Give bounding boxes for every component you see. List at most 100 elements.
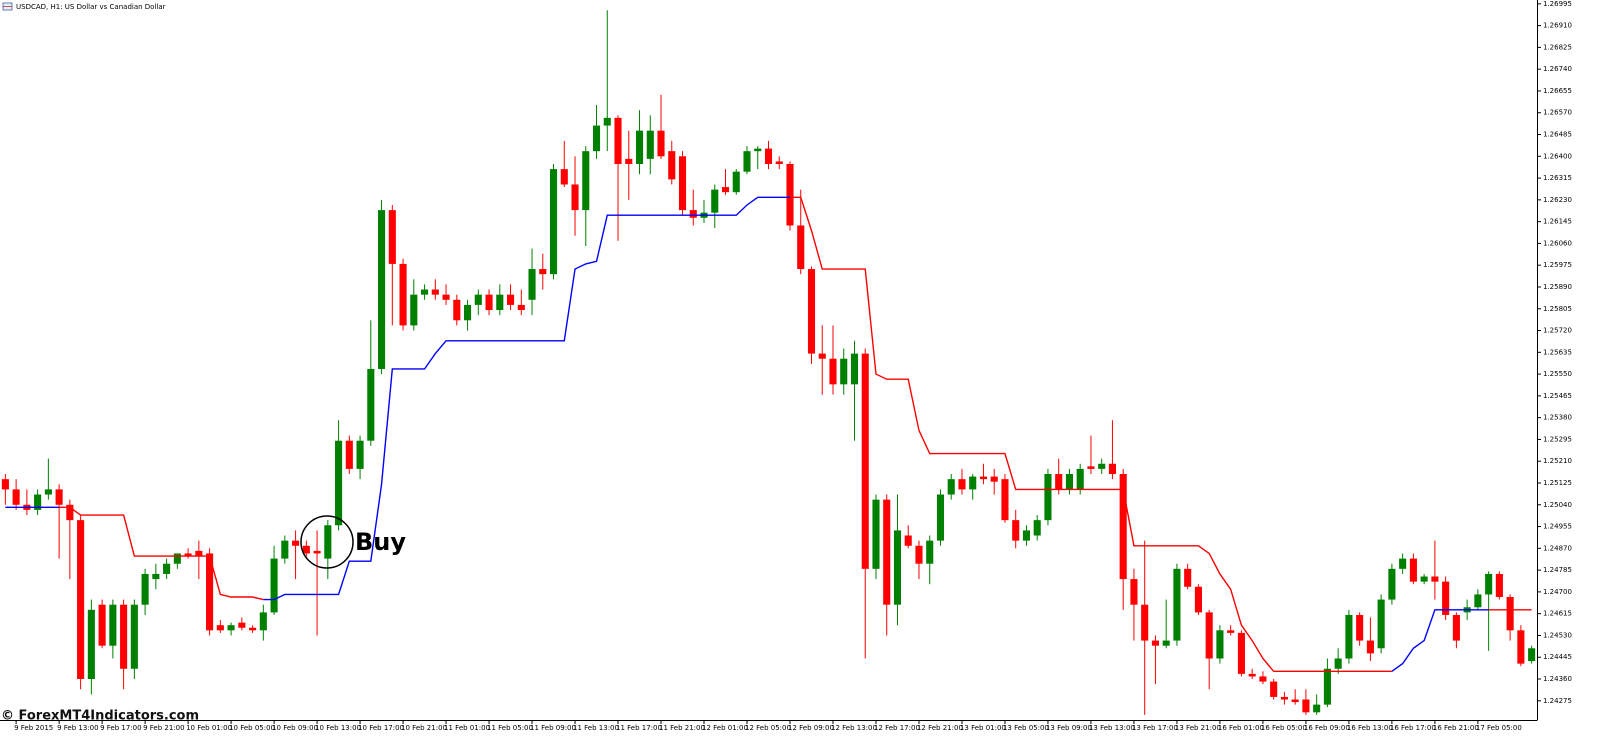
candle-body [1227, 630, 1235, 633]
candle-body [1345, 614, 1353, 659]
candle-body [506, 294, 515, 305]
candle-body [1216, 630, 1224, 659]
y-tick-label: 1.26825 [1543, 43, 1572, 51]
candle-body [893, 530, 902, 605]
x-tick-label: 12 Feb 01:00 [702, 724, 748, 732]
y-tick-label: 1.24275 [1543, 697, 1572, 705]
symbol-icon [2, 2, 13, 11]
candle-body [517, 304, 525, 311]
candle-body [55, 489, 63, 505]
x-tick-label: 13 Feb 05:00 [1003, 724, 1049, 732]
candle-body [840, 358, 848, 385]
x-tick-label: 10 Feb 05:00 [229, 724, 275, 732]
candle-body [1495, 573, 1503, 598]
candle-body [388, 210, 396, 264]
candle-body [807, 269, 816, 354]
candle-body [292, 540, 300, 546]
candle-body [1022, 530, 1031, 541]
y-tick-label: 1.25635 [1543, 348, 1572, 356]
y-tick-label: 1.25890 [1543, 283, 1572, 291]
candle-body [947, 479, 955, 495]
y-tick-label: 1.25125 [1543, 479, 1572, 487]
x-tick-label: 10 Feb 09:00 [272, 724, 318, 732]
candle-body [1431, 576, 1439, 582]
buy-circle [300, 515, 354, 569]
candle-body [34, 494, 42, 510]
y-tick-label: 1.26485 [1543, 131, 1572, 139]
candle-body [1366, 640, 1374, 654]
candle-body [141, 573, 149, 605]
candle-body [1194, 586, 1202, 613]
candle-body [1442, 581, 1450, 615]
candle-body [764, 148, 773, 164]
candle-body [1270, 681, 1278, 697]
candle-body [302, 545, 310, 554]
candle-body [464, 304, 472, 321]
y-tick-label: 1.24870 [1543, 544, 1572, 552]
watermark: © ForexMT4Indicators.com [1, 709, 199, 724]
candle-body [829, 358, 837, 385]
candle-body [582, 151, 590, 211]
candle-body [990, 476, 998, 482]
candle-body [689, 210, 697, 218]
candle-body [1162, 640, 1170, 646]
candle-body [979, 476, 988, 480]
candle-body [474, 294, 482, 305]
candle-body [797, 225, 805, 270]
x-tick-label: 12 Feb 17:00 [874, 724, 920, 732]
x-tick-label: 13 Feb 17:00 [1132, 724, 1178, 732]
candle-body [431, 289, 439, 295]
candle-body [603, 117, 611, 126]
candle-body [442, 294, 450, 300]
candle-body [754, 148, 762, 152]
candle-body [1098, 463, 1106, 469]
candle-body [1420, 576, 1428, 582]
candle-body [421, 289, 429, 295]
x-tick-label: 11 Feb 17:00 [616, 724, 662, 732]
x-tick-label: 12 Feb 21:00 [917, 724, 963, 732]
candle-body [485, 294, 493, 311]
candle-body [120, 604, 128, 669]
candle-body [249, 627, 257, 631]
candle-body [98, 604, 106, 646]
candle-body [1001, 479, 1009, 521]
candle-body [163, 563, 171, 574]
y-tick-label: 1.25380 [1543, 414, 1572, 422]
candle-body [12, 489, 20, 505]
y-tick-label: 1.25210 [1543, 457, 1572, 465]
candle-body [646, 130, 654, 159]
x-tick-label: 13 Feb 01:00 [960, 724, 1006, 732]
candle-body [109, 604, 117, 646]
candle-body [668, 151, 676, 180]
y-tick-label: 1.26740 [1543, 65, 1572, 73]
candle-body [1012, 520, 1020, 541]
x-tick-label: 13 Feb 09:00 [1046, 724, 1092, 732]
candle-body [1313, 704, 1321, 713]
candle-body [539, 269, 547, 275]
candle-body [1399, 558, 1407, 569]
candle-body [1409, 558, 1417, 582]
y-tick-label: 1.25975 [1543, 261, 1572, 269]
candle-body [1205, 612, 1213, 659]
candle-body [184, 553, 192, 557]
y-tick-label: 1.24360 [1543, 675, 1572, 683]
candle-body [44, 489, 52, 495]
candle-body [743, 151, 751, 172]
candle-body [1291, 699, 1299, 703]
candle-body [1259, 676, 1267, 682]
indicator-line [789, 196, 1392, 673]
x-tick-label: 11 Feb 21:00 [659, 724, 705, 732]
candle-body [926, 540, 934, 564]
x-tick-label: 16 Feb 01:00 [1218, 724, 1264, 732]
y-tick-label: 1.25550 [1543, 370, 1572, 378]
candle-body [173, 553, 181, 564]
y-tick-label: 1.26995 [1543, 0, 1572, 8]
y-tick-label: 1.26145 [1543, 218, 1572, 226]
candle-body [571, 184, 579, 211]
candle-body [732, 171, 740, 193]
x-tick-label: 10 Feb 21:00 [401, 724, 447, 732]
candle-body [378, 210, 386, 369]
candle-body [1130, 579, 1138, 605]
x-tick-label: 16 Feb 05:00 [1261, 724, 1307, 732]
